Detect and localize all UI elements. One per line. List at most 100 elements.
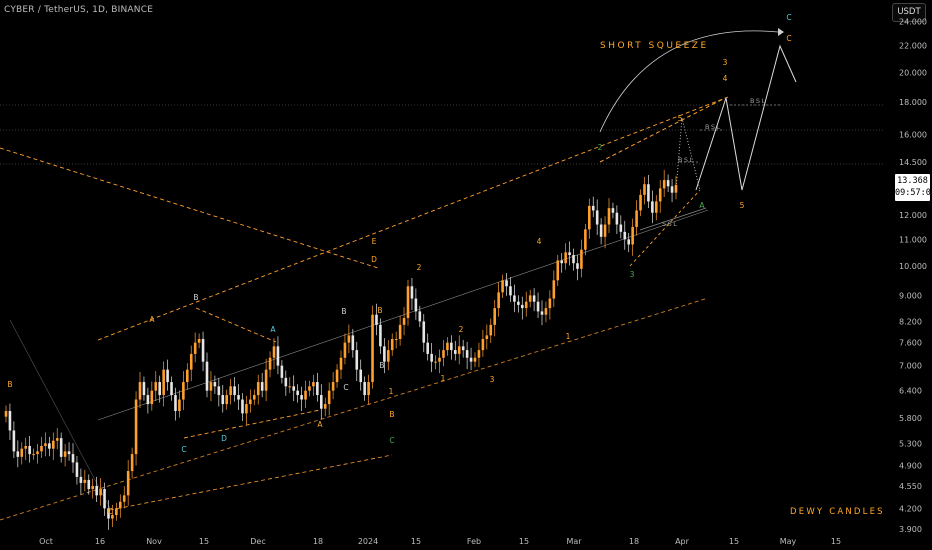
- projected-path: [695, 44, 797, 191]
- candle-body: [343, 342, 347, 358]
- wave-label: 4: [723, 74, 728, 83]
- x-tick-label: 2024: [358, 537, 378, 546]
- x-tick-label: 15: [831, 537, 841, 546]
- candle-body: [158, 382, 162, 396]
- candle-body: [146, 395, 150, 405]
- liquidity-levels: [0, 104, 884, 165]
- candle-body: [666, 180, 670, 187]
- candle-body: [654, 201, 658, 213]
- candle-body: [587, 205, 591, 230]
- candle-body: [591, 205, 595, 211]
- candle-body: [260, 382, 264, 391]
- candle-body: [233, 386, 236, 396]
- wave-label: C: [786, 13, 791, 22]
- candle-body: [576, 263, 579, 269]
- candle-body: [205, 361, 209, 391]
- candle-body: [513, 295, 516, 302]
- candle-body: [383, 346, 386, 362]
- wave-label: E: [372, 237, 377, 246]
- wave-label: 2: [598, 143, 603, 152]
- candle-body: [209, 382, 213, 391]
- x-tick-label: 15: [199, 537, 209, 546]
- candle-body: [658, 188, 662, 202]
- channel-upper: [97, 96, 729, 341]
- candle-body: [607, 208, 611, 225]
- candle-body: [237, 395, 240, 400]
- candle-body: [599, 224, 603, 237]
- candle-body: [438, 357, 441, 362]
- candle-body: [670, 186, 674, 193]
- currency-button[interactable]: USDT: [892, 3, 926, 22]
- candle-body: [453, 350, 457, 354]
- candle-body: [107, 508, 110, 519]
- candle-body: [268, 357, 272, 370]
- short-squeeze-label: SHORT SQUEEZE: [600, 41, 709, 51]
- candle-body: [327, 390, 331, 405]
- candle-body: [331, 382, 335, 391]
- candle-body: [276, 346, 280, 366]
- candle-body: [32, 454, 35, 456]
- x-axis: Oct 16 Nov 15 Dec 18 2024 15 Feb 15 Mar 18 Apr 15 May 1…: [39, 537, 841, 546]
- y-tick-label: 9.000: [899, 291, 922, 300]
- candle-body: [371, 314, 374, 383]
- y-tick-label: 11.000: [899, 235, 927, 244]
- candle-body: [355, 350, 359, 370]
- ssl-label: SSL: [662, 220, 678, 228]
- candle-body: [36, 451, 39, 455]
- candle-body: [229, 386, 232, 396]
- wave-label: C: [786, 34, 791, 43]
- wave-label: C: [107, 507, 112, 516]
- wave-label: 4: [537, 237, 542, 246]
- x-tick-label: Apr: [675, 537, 690, 546]
- candle-body: [99, 489, 102, 496]
- candle-body: [647, 184, 650, 202]
- y-axis: 24.00022.00020.00018.00016.00014.50013.0…: [899, 17, 927, 534]
- candle-body: [95, 485, 98, 496]
- candle-body: [115, 508, 118, 516]
- descending-line: [0, 147, 379, 269]
- candle-body: [126, 471, 130, 496]
- candle-body: [323, 404, 327, 409]
- candle-body: [426, 342, 430, 354]
- candle-body: [497, 292, 500, 309]
- candle-body: [300, 395, 303, 400]
- candle-body: [390, 339, 394, 351]
- candle-body: [63, 451, 67, 457]
- candle-body: [540, 311, 544, 315]
- candle-body: [284, 377, 288, 387]
- y-tick-label: 22.000: [899, 42, 927, 51]
- candle-body: [662, 180, 666, 189]
- candle-body: [245, 404, 248, 414]
- candle-body: [83, 479, 87, 483]
- candle-body: [430, 353, 433, 362]
- candle-body: [174, 395, 177, 412]
- candle-body: [162, 369, 165, 396]
- candle-body: [16, 451, 20, 457]
- candle-body: [619, 224, 623, 232]
- candle-body: [410, 286, 414, 299]
- candle-body: [379, 324, 382, 347]
- y-tick-label: 14.500: [899, 158, 927, 167]
- wave4-channel: [629, 189, 701, 267]
- candle-body: [182, 382, 185, 400]
- x-tick-label: Oct: [39, 537, 53, 546]
- y-tick-label: 10.000: [899, 262, 927, 271]
- bsl-label: BSL: [750, 97, 767, 105]
- candle-body: [580, 249, 583, 269]
- candle-body: [55, 438, 59, 441]
- candle-body: [249, 399, 252, 405]
- x-tick-label: Nov: [146, 537, 162, 546]
- candle-body: [150, 390, 154, 405]
- wave-label: B: [379, 361, 384, 370]
- y-tick-label: 18.000: [899, 98, 927, 107]
- candle-body: [406, 286, 410, 319]
- y-tick-label: 5.300: [899, 439, 922, 448]
- wave-label: B: [377, 306, 382, 315]
- candle-body: [189, 353, 193, 370]
- wave-label: 1: [566, 332, 571, 341]
- candle-body: [67, 451, 71, 455]
- candle-body: [572, 255, 575, 264]
- candle-body: [51, 440, 55, 449]
- candle-body: [166, 369, 169, 383]
